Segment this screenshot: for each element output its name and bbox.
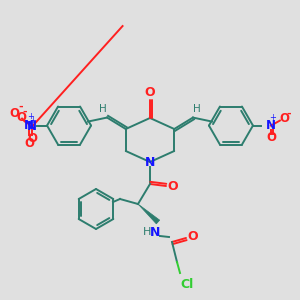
Text: N: N <box>24 119 34 132</box>
Text: -: - <box>19 102 23 112</box>
Text: Cl: Cl <box>180 278 194 290</box>
Text: +: + <box>30 116 37 125</box>
Text: O: O <box>145 86 155 100</box>
Text: O: O <box>168 179 178 193</box>
Text: O: O <box>16 111 26 124</box>
Text: H: H <box>193 103 201 114</box>
Text: O: O <box>188 230 198 242</box>
Text: O: O <box>9 107 19 120</box>
Text: -: - <box>286 109 291 118</box>
Text: +: + <box>269 113 276 122</box>
Text: -: - <box>23 106 27 117</box>
Text: O: O <box>279 112 289 125</box>
Polygon shape <box>138 204 160 224</box>
Text: O: O <box>24 137 34 150</box>
Text: O: O <box>27 132 37 145</box>
Text: N: N <box>266 119 276 132</box>
Text: N: N <box>150 226 160 238</box>
Text: O: O <box>266 131 276 144</box>
Text: +: + <box>28 112 34 121</box>
Text: H: H <box>99 103 107 114</box>
Text: N: N <box>145 157 155 169</box>
Text: N: N <box>27 120 37 133</box>
Text: H: H <box>143 227 151 237</box>
